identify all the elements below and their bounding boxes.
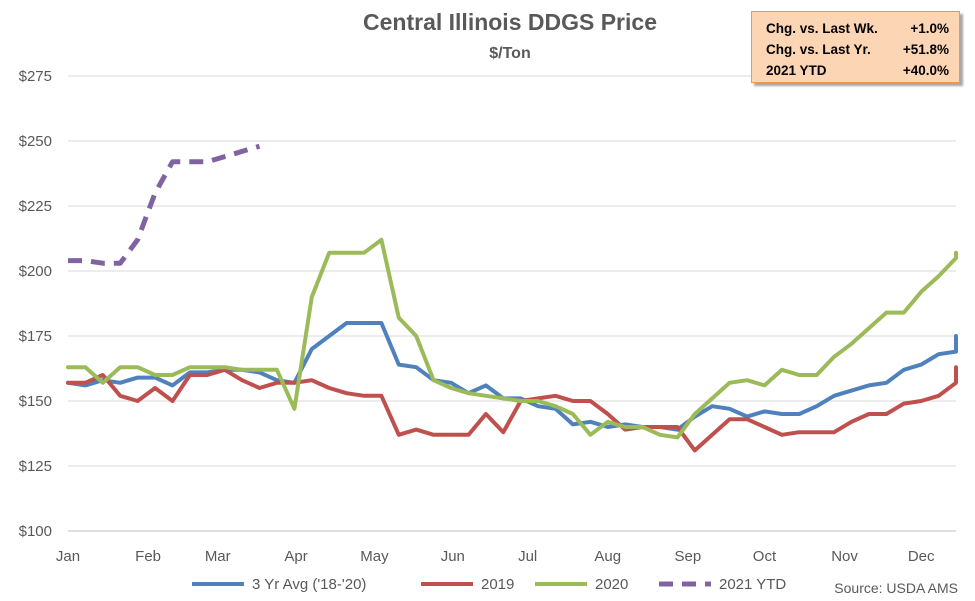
x-tick-label: Dec	[908, 548, 935, 565]
y-tick-label: $150	[19, 393, 52, 410]
x-tick-label: Sep	[675, 548, 702, 565]
y-tick-label: $250	[19, 133, 52, 150]
series-line	[66, 365, 958, 453]
y-tick-label: $100	[19, 523, 52, 540]
gridlines	[68, 75, 956, 532]
source-note: Source: USDA AMS	[834, 580, 958, 596]
stat-value: +1.0%	[910, 21, 949, 36]
stat-label: Chg. vs. Last Yr.	[766, 42, 871, 57]
legend-label: 2019	[481, 576, 514, 593]
legend-label: 2021 YTD	[719, 576, 786, 593]
stat-row-week: Chg. vs. Last Wk. +1.0%	[766, 18, 949, 39]
y-tick-label: $125	[19, 458, 52, 475]
chart-title: Central Illinois DDGS Price	[363, 9, 657, 35]
x-tick-label: Apr	[284, 548, 307, 565]
y-tick-label: $225	[19, 198, 52, 215]
y-tick-label: $275	[19, 68, 52, 85]
series-line	[68, 143, 261, 266]
stat-value: +51.8%	[902, 42, 949, 57]
stat-label: Chg. vs. Last Wk.	[766, 21, 878, 36]
x-tick-label: Jul	[518, 548, 537, 565]
legend-label: 2020	[595, 576, 628, 593]
y-axis-ticks: $100 $125 $150 $175 $200 $225 $250 $275	[19, 68, 52, 540]
stats-box: Chg. vs. Last Wk. +1.0% Chg. vs. Last Yr…	[751, 11, 960, 83]
stat-value: +40.0%	[902, 63, 949, 78]
x-tick-label: Feb	[135, 548, 161, 565]
x-tick-label: Jun	[441, 548, 465, 565]
y-tick-label: $200	[19, 263, 52, 280]
series-lines	[66, 143, 958, 453]
stat-label: 2021 YTD	[766, 63, 827, 78]
x-tick-label: Nov	[831, 548, 858, 565]
legend: 3 Yr Avg ('18-'20) 2019 2020 2021 YTD	[192, 576, 786, 593]
x-tick-label: May	[360, 548, 389, 565]
stat-row-year: Chg. vs. Last Yr. +51.8%	[766, 39, 949, 60]
chart-subtitle: $/Ton	[489, 45, 530, 62]
x-tick-label: Aug	[594, 548, 621, 565]
x-tick-label: Oct	[753, 548, 777, 565]
series-line	[66, 237, 958, 440]
y-tick-label: $175	[19, 328, 52, 345]
legend-label: 3 Yr Avg ('18-'20)	[252, 576, 366, 593]
x-tick-label: Jan	[56, 548, 80, 565]
x-axis-ticks: Jan Feb Mar Apr May Jun Jul Aug Sep Oct Nov Dec	[56, 548, 935, 565]
stat-row-ytd: 2021 YTD +40.0%	[766, 60, 949, 81]
x-tick-label: Mar	[205, 548, 231, 565]
